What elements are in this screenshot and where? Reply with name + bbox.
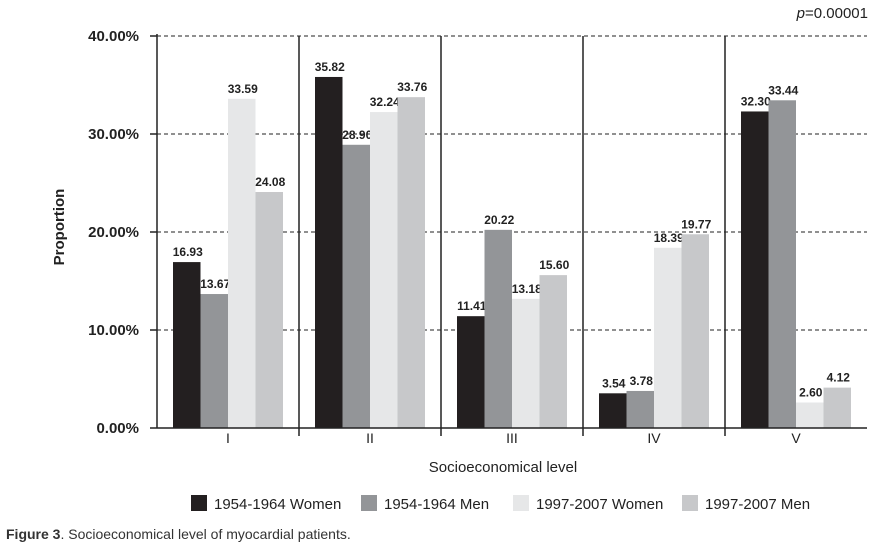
data-label: 2.60 [799,386,823,400]
data-label: 33.76 [397,80,427,94]
bar [200,294,228,428]
plot-area: 0.00% 10.00% 20.00% 30.00% 40.00% 16.93 13.67 3… [88,28,867,446]
data-label: 28.90 [342,128,372,142]
x-tick-label: IV [647,430,661,446]
bar [823,387,851,428]
legend-label: 1954-1964 Men [384,496,489,513]
data-label: 3.54 [602,376,626,390]
data-label: 24.08 [255,175,285,189]
data-label: 11.41 [457,299,487,313]
bar [370,112,398,428]
data-label: 16.93 [173,245,203,259]
y-axis-title: Proportion [51,189,68,266]
y-tick-label: 30.00% [88,126,139,143]
data-label: 33.44 [768,83,798,97]
bar [796,402,824,428]
bar [539,275,567,428]
p-value: p=0.00001 [796,5,868,22]
bar [654,247,682,428]
x-tick-label: III [506,430,518,446]
bar-chart: p=0.00001 Proportion Socioeconomical lev… [51,5,868,513]
bar [255,192,283,428]
y-tick-label: 40.00% [88,28,139,45]
y-tick-label: 10.00% [88,322,139,339]
data-label: 32.24 [370,95,400,109]
x-tick-label: V [791,430,801,446]
caption-text: . Socioeconomical level of myocardial pa… [60,526,351,542]
data-label: 33.59 [228,82,258,96]
legend: 1954-1964 Women 1954-1964 Men 1997-2007 Wo… [191,495,810,513]
bar [457,316,485,428]
figure-caption: Figure 3. Socioeconomical level of myoca… [6,526,351,542]
data-label: 20.22 [484,213,514,227]
data-label: 18.39 [654,231,684,245]
data-label: 35.82 [315,60,345,74]
bar [626,390,654,428]
legend-swatch [682,495,698,511]
bar [484,229,512,428]
data-label: 32.30 [741,94,771,108]
data-label: 15.60 [539,258,569,272]
bar [342,144,370,428]
y-tick-label: 0.00% [96,420,139,437]
bar [173,262,201,428]
caption-prefix: Figure 3 [6,526,61,542]
data-label: 4.12 [827,371,851,385]
data-label: 19.77 [681,217,711,231]
data-label: 13.18 [512,282,542,296]
bar [397,97,425,428]
bar [315,76,343,429]
x-axis-title: Socioeconomical level [429,459,577,476]
bar [512,298,540,428]
bar [681,234,709,428]
data-label: 13.67 [200,277,230,291]
bar [599,393,627,428]
legend-swatch [361,495,377,511]
legend-swatch [191,495,207,511]
legend-swatch [513,495,529,511]
bar [768,100,796,429]
y-tick-label: 20.00% [88,224,139,241]
legend-label: 1954-1964 Women [214,496,341,513]
legend-label: 1997-2007 Men [705,496,810,513]
x-tick-label: I [226,430,230,446]
x-tick-label: II [366,430,374,446]
bar [228,98,256,429]
data-label: 3.78 [630,374,654,388]
bar [741,111,769,429]
legend-label: 1997-2007 Women [536,496,663,513]
